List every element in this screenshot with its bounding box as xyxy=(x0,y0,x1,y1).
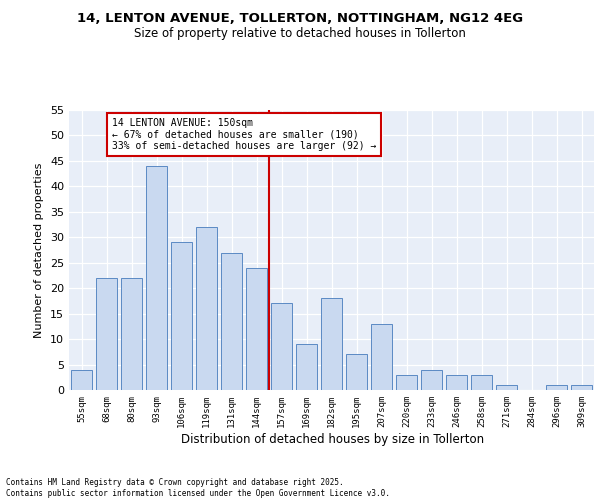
Bar xyxy=(471,374,492,390)
Bar xyxy=(346,354,367,390)
Bar xyxy=(221,252,242,390)
Bar xyxy=(296,344,317,390)
Bar xyxy=(496,385,517,390)
Bar xyxy=(271,304,292,390)
Bar xyxy=(146,166,167,390)
Bar xyxy=(171,242,192,390)
Bar xyxy=(371,324,392,390)
Bar xyxy=(96,278,117,390)
Bar xyxy=(246,268,267,390)
Bar xyxy=(421,370,442,390)
Bar xyxy=(196,227,217,390)
Text: Size of property relative to detached houses in Tollerton: Size of property relative to detached ho… xyxy=(134,28,466,40)
Y-axis label: Number of detached properties: Number of detached properties xyxy=(34,162,44,338)
Bar xyxy=(121,278,142,390)
Bar xyxy=(446,374,467,390)
Bar xyxy=(396,374,417,390)
Bar xyxy=(71,370,92,390)
Bar xyxy=(571,385,592,390)
Bar xyxy=(546,385,567,390)
Bar xyxy=(321,298,342,390)
Text: Contains HM Land Registry data © Crown copyright and database right 2025.
Contai: Contains HM Land Registry data © Crown c… xyxy=(6,478,390,498)
Text: Distribution of detached houses by size in Tollerton: Distribution of detached houses by size … xyxy=(181,432,485,446)
Text: 14 LENTON AVENUE: 150sqm
← 67% of detached houses are smaller (190)
33% of semi-: 14 LENTON AVENUE: 150sqm ← 67% of detach… xyxy=(112,118,376,151)
Text: 14, LENTON AVENUE, TOLLERTON, NOTTINGHAM, NG12 4EG: 14, LENTON AVENUE, TOLLERTON, NOTTINGHAM… xyxy=(77,12,523,26)
